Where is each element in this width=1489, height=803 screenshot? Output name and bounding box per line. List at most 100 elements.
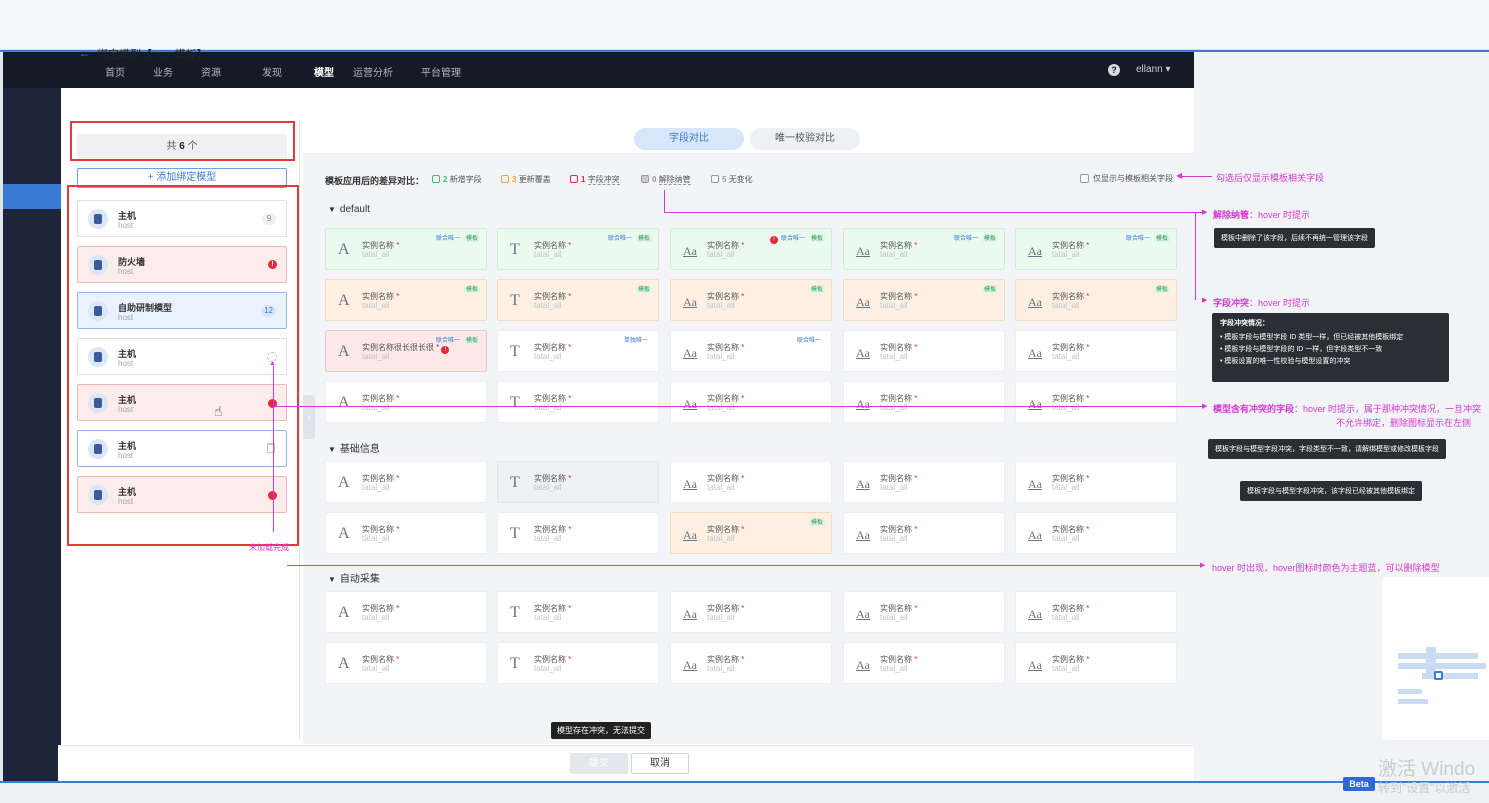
model-card[interactable]: 主机 host (77, 338, 287, 375)
field-card[interactable]: Aa 实例名称 * tatal_all 联合唯一 模板 (843, 228, 1005, 270)
minimap-viewport[interactable] (1434, 671, 1443, 680)
field-name-text: 实例名称 (362, 394, 394, 403)
model-conflict-tooltip-1: 模板字段与模型字段冲突，字段类型不一致，请解绑模型或修改模板字段 (1208, 439, 1446, 459)
field-card[interactable]: T 实例名称 * tatal_all 单独唯一 (497, 330, 659, 372)
conflict-dot-icon[interactable] (268, 491, 277, 500)
string-type-icon: Aa (1028, 658, 1042, 672)
field-card[interactable]: Aa 实例名称 * tatal_all (843, 330, 1005, 372)
tab-unique-compare[interactable]: 唯一校验对比 (750, 128, 860, 150)
field-card[interactable]: T 实例名称 * tatal_all (497, 381, 659, 423)
field-card[interactable]: Aa 实例名称 * tatal_all 联合唯一 (670, 330, 832, 372)
field-card[interactable]: T 实例名称 * tatal_all (497, 512, 659, 554)
field-card[interactable]: Aa 实例名称 * tatal_all (1015, 381, 1177, 423)
field-card[interactable]: Aa 实例名称 * tatal_all (670, 591, 832, 633)
field-card[interactable]: A 实例名称 * tatal_all (325, 512, 487, 554)
model-card[interactable]: 自助研制模型 host 12 (77, 292, 287, 329)
field-name-text: 实例名称 (707, 292, 739, 301)
field-card[interactable]: Aa 实例名称 * tatal_all (1015, 461, 1177, 503)
required-mark: * (1086, 474, 1090, 483)
nav-model[interactable]: 模型 (314, 68, 334, 79)
minimap[interactable] (1382, 577, 1489, 740)
field-card[interactable]: A 实例名称 * tatal_all (325, 642, 487, 684)
back-arrow-icon[interactable]: ← (79, 46, 91, 60)
nav-resource[interactable]: 资源 (201, 68, 221, 79)
template-tag: 模板 (808, 236, 825, 242)
field-card[interactable]: A 实例名称 * tatal_all (325, 591, 487, 633)
tab-field-compare[interactable]: 字段对比 (634, 128, 744, 150)
checkbox-icon[interactable] (1080, 174, 1089, 183)
field-card[interactable]: A 实例名称很长很长很 *! tatal_all 联合唯一 模板 (325, 330, 487, 372)
model-card[interactable]: 防火墙 host! (77, 246, 287, 283)
field-card[interactable]: T 实例名称 * tatal_all (497, 591, 659, 633)
field-card[interactable]: Aa 实例名称 * tatal_all 模板 (670, 512, 832, 554)
template-tag: 模板 (1153, 287, 1170, 293)
model-card[interactable]: 主机 host (77, 430, 287, 467)
field-card[interactable]: Aa 实例名称 * tatal_all (670, 381, 832, 423)
caret-down-icon[interactable]: ▼ (328, 575, 336, 584)
field-card[interactable]: Aa 实例名称 * tatal_all 模板 (843, 279, 1005, 321)
field-group-header[interactable]: ▼ 自动采集 (328, 570, 380, 585)
nav-analytics[interactable]: 运营分析 (353, 68, 393, 79)
collapse-handle[interactable]: ‹ (303, 395, 315, 439)
conflict-icon[interactable]: ! (441, 346, 450, 354)
legend-checkbox-icon[interactable] (711, 175, 719, 183)
field-card[interactable]: T 实例名称 * tatal_all (497, 642, 659, 684)
legend-checkbox-icon[interactable] (501, 175, 509, 183)
nav-business[interactable]: 业务 (153, 68, 173, 79)
legend-checkbox-icon[interactable] (641, 175, 649, 183)
field-card[interactable]: T 实例名称 * tatal_all 联合唯一 模板 (497, 228, 659, 270)
user-menu[interactable]: ellann ▾ (1136, 64, 1171, 75)
delete-trash-icon[interactable] (267, 443, 275, 453)
field-card[interactable]: Aa 实例名称 * tatal_all (843, 642, 1005, 684)
field-card[interactable]: Aa 实例名称 * tatal_all (1015, 642, 1177, 684)
model-card[interactable]: 主机 host (77, 476, 287, 513)
model-card[interactable]: 主机 host (77, 384, 287, 421)
field-card[interactable]: Aa 实例名称 * tatal_all (1015, 512, 1177, 554)
help-icon[interactable]: ? (1108, 64, 1120, 76)
conflict-dot-icon[interactable] (268, 399, 277, 408)
field-card[interactable]: Aa 实例名称 * tatal_all (843, 591, 1005, 633)
nav-platform[interactable]: 平台管理 (421, 68, 461, 79)
unique-tag: 联合唯一 (780, 236, 805, 242)
submit-button[interactable]: 提交 (570, 753, 628, 774)
nav-discover[interactable]: 发现 (262, 68, 282, 79)
field-card[interactable]: Aa 实例名称 * tatal_all (1015, 330, 1177, 372)
diff-legend-item[interactable]: 2 新增字段 (432, 174, 482, 185)
field-card[interactable]: T 实例名称 * tatal_all 模板 (497, 279, 659, 321)
diff-legend-item[interactable]: 3 更新覆盖 (501, 174, 551, 185)
diff-legend-item[interactable]: 5 无变化 (711, 174, 753, 185)
diff-legend-item[interactable]: 1 字段冲突 (570, 174, 620, 185)
field-card[interactable]: A 实例名称 * tatal_all (325, 461, 487, 503)
field-card[interactable]: Aa 实例名称 * tatal_all (843, 461, 1005, 503)
field-card[interactable]: Aa 实例名称 * tatal_all (1015, 591, 1177, 633)
count-prefix: 共 (166, 141, 177, 152)
field-card[interactable]: A 实例名称 * tatal_all 联合唯一 模板 (325, 228, 487, 270)
field-group-header[interactable]: ▼ default (328, 204, 370, 215)
field-card[interactable]: T 实例名称 * tatal_all (497, 461, 659, 503)
field-card[interactable]: Aa 实例名称 * tatal_all 联合唯一 模板 (1015, 228, 1177, 270)
diff-legend-item[interactable]: 0 解除纳管 (641, 174, 691, 185)
side-nav-active-item[interactable] (3, 184, 61, 209)
legend-checkbox-icon[interactable] (432, 175, 440, 183)
field-card[interactable]: Aa 实例名称 * tatal_all 模板 (670, 279, 832, 321)
nav-home[interactable]: 首页 (105, 68, 125, 79)
model-card[interactable]: 主机 host 9 (77, 200, 287, 237)
caret-down-icon[interactable]: ▼ (328, 445, 336, 454)
add-bind-model-button[interactable]: + 添加绑定模型 (77, 168, 287, 188)
field-name: 实例名称 * (1052, 291, 1089, 302)
only-related-checkbox[interactable]: 仅显示与模板相关字段 (1080, 173, 1173, 184)
field-card[interactable]: Aa 实例名称 * tatal_all (670, 642, 832, 684)
field-card[interactable]: Aa 实例名称 * tatal_all (843, 381, 1005, 423)
field-card[interactable]: Aa 实例名称 * tatal_all (670, 461, 832, 503)
field-group-header[interactable]: ▼ 基础信息 (328, 440, 380, 455)
field-name-text: 实例名称 (362, 655, 394, 664)
field-card[interactable]: Aa 实例名称 * tatal_all 模板 (1015, 279, 1177, 321)
field-card[interactable]: Aa 实例名称 * tatal_all ! 联合唯一 模板 (670, 228, 832, 270)
legend-checkbox-icon[interactable] (570, 175, 578, 183)
field-card[interactable]: A 实例名称 * tatal_all (325, 381, 487, 423)
field-card[interactable]: Aa 实例名称 * tatal_all (843, 512, 1005, 554)
cancel-button[interactable]: 取消 (631, 753, 689, 774)
caret-down-icon[interactable]: ▼ (328, 205, 336, 214)
field-card[interactable]: A 实例名称 * tatal_all 模板 (325, 279, 487, 321)
conflict-icon[interactable]: ! (769, 236, 778, 244)
